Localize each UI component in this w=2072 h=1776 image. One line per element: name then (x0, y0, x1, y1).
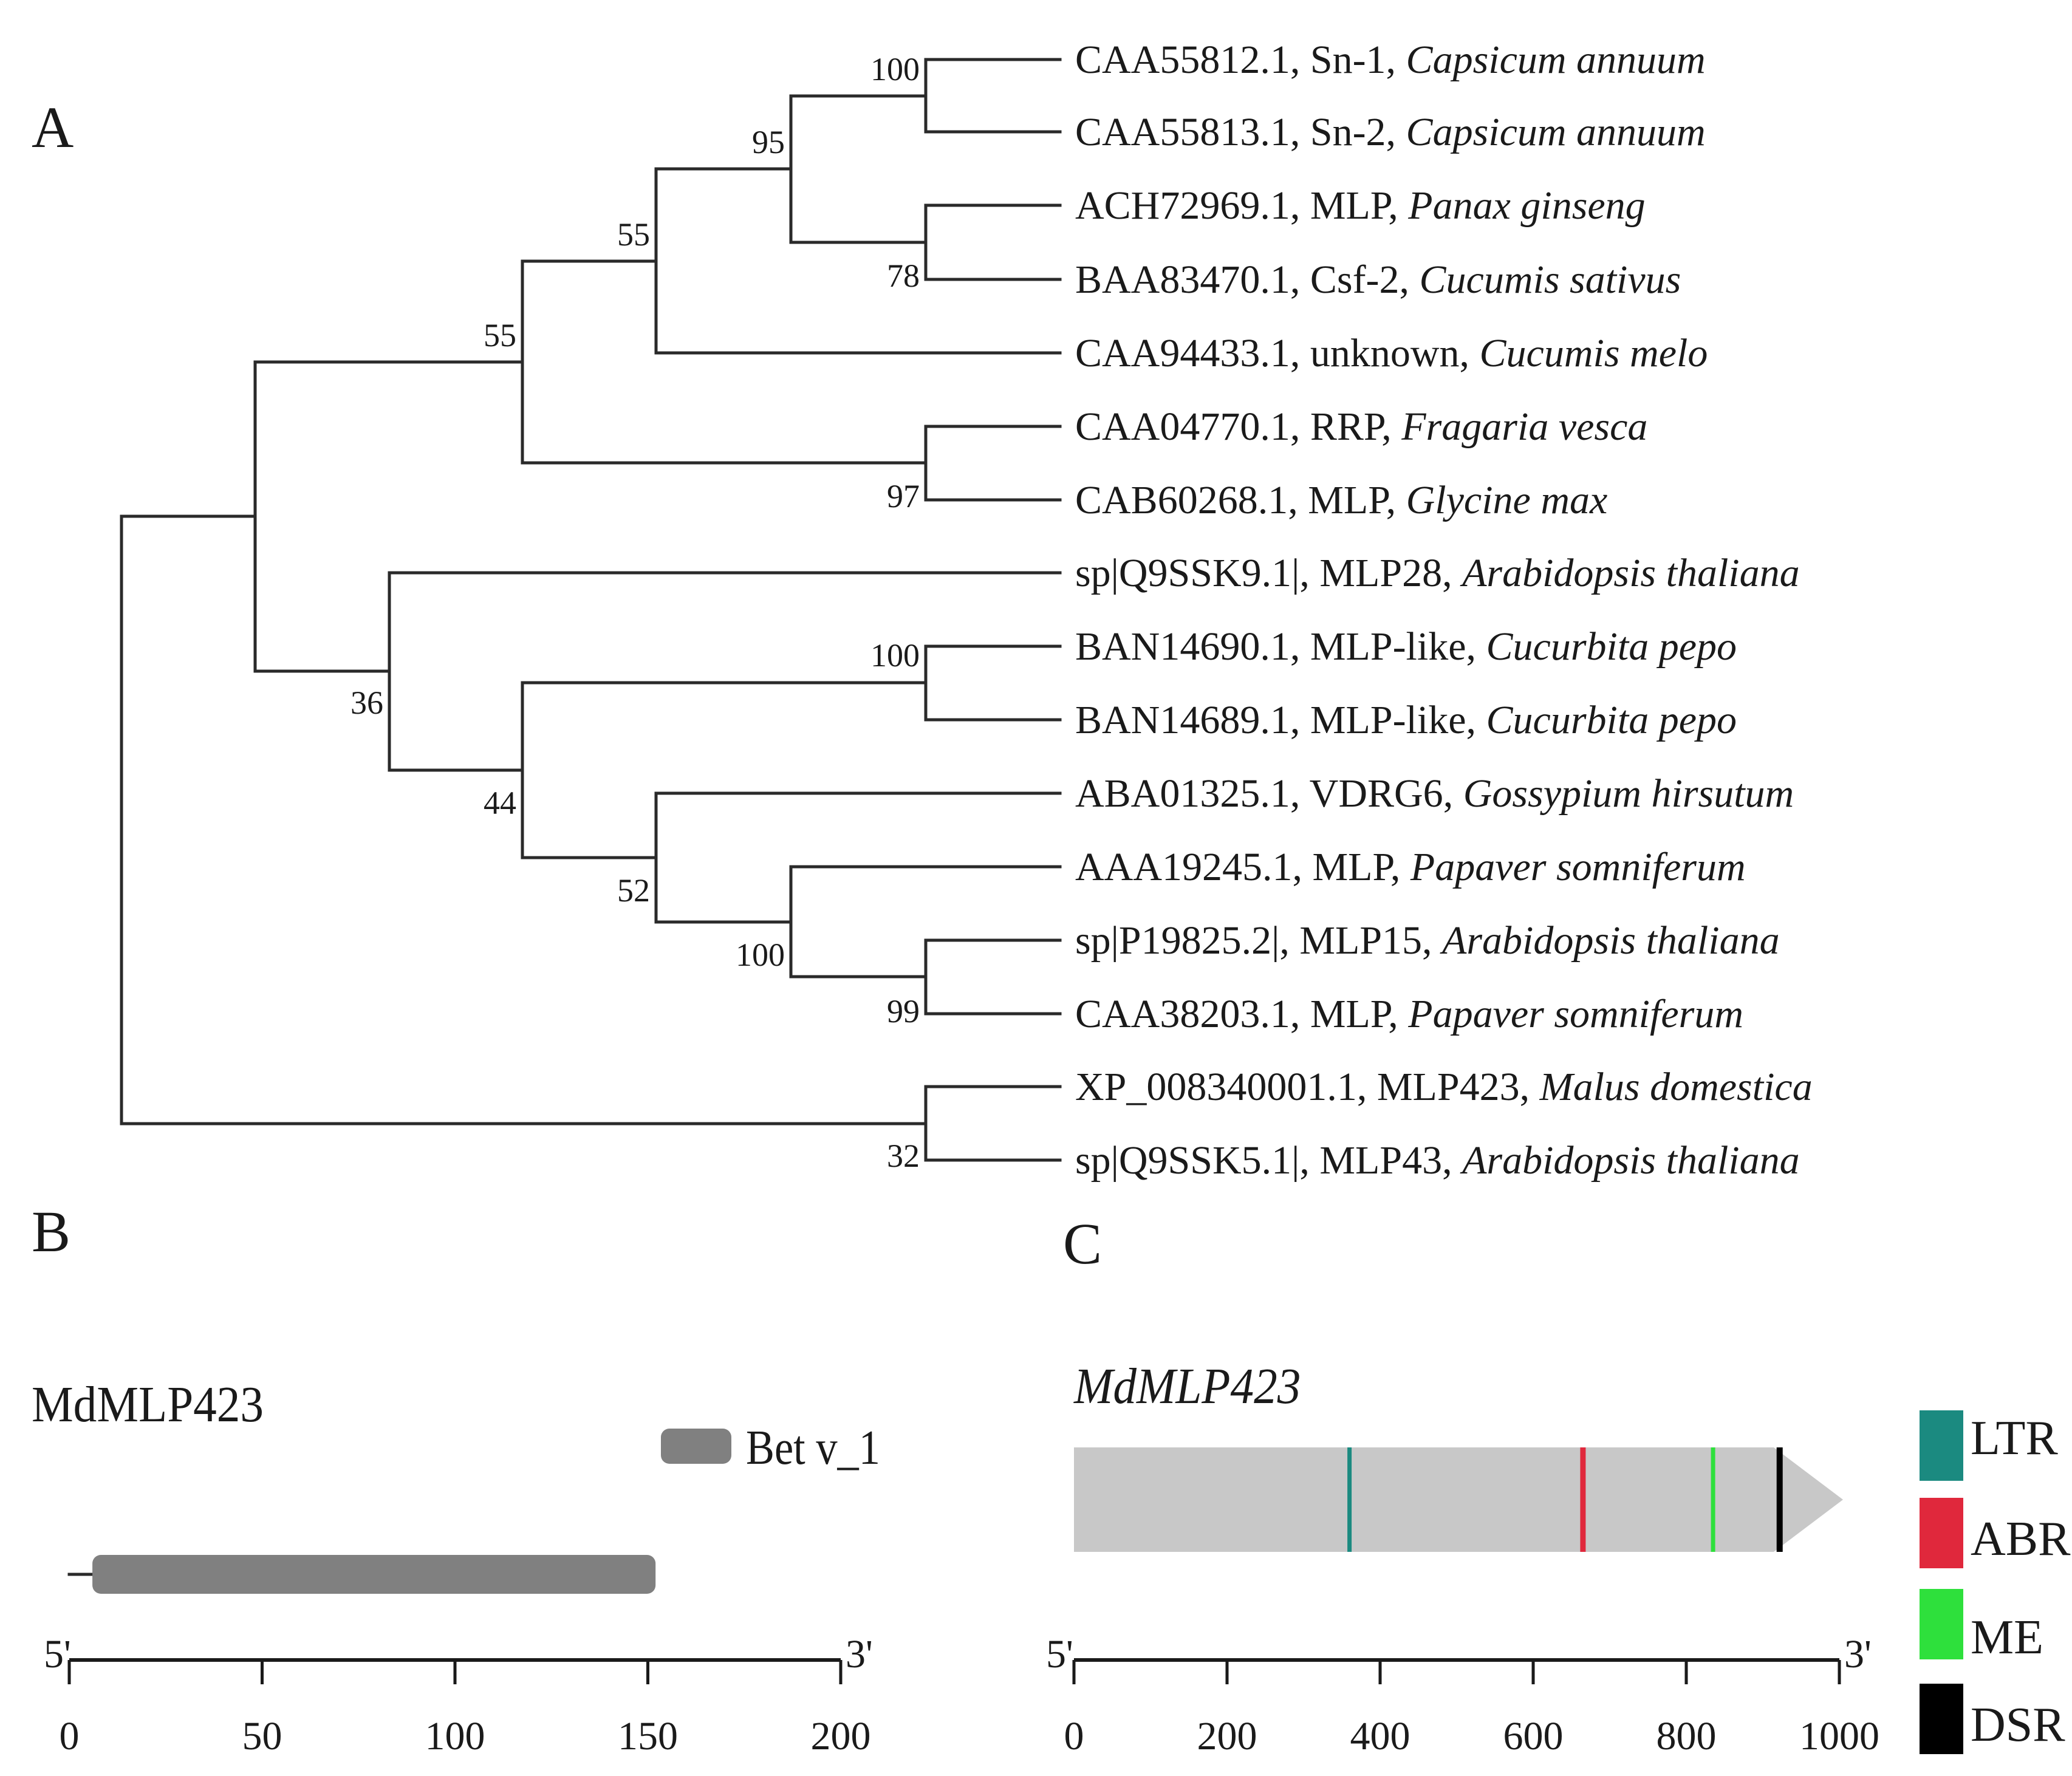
leaf-label: sp|Q9SSK5.1|, MLP43, Arabidopsis thalian… (1075, 1138, 1800, 1183)
bootstrap-label: 100 (736, 937, 785, 973)
leaf-label: CAA04770.1, RRP, Fragaria vesca (1075, 405, 1647, 449)
bootstrap-label: 97 (887, 478, 920, 514)
legend-me-label: ME (1971, 1611, 2043, 1664)
bootstrap-label: 95 (752, 124, 785, 160)
leaf-label: CAA38203.1, MLP, Papaver somniferum (1075, 992, 1743, 1036)
panel-c-gene-title: MdMLP423 (1073, 1358, 1301, 1415)
panel-b-ticks: 0 50 100 150 200 (60, 1660, 871, 1758)
promoter-element-abr (1580, 1447, 1586, 1552)
promoter-element-me (1711, 1447, 1715, 1552)
bootstrap-label: 52 (617, 872, 650, 909)
leaf-label: CAA55812.1, Sn-1, Capsicum annuum (1075, 38, 1706, 82)
bootstrap-label: 78 (887, 258, 920, 294)
bootstrap-label: 44 (484, 785, 516, 821)
axis-tick-label: 800 (1657, 1714, 1717, 1758)
legend-ltr-swatch (1920, 1410, 1963, 1481)
axis-tick-label: 0 (60, 1714, 80, 1758)
leaf-label: CAA55813.1, Sn-2, Capsicum annuum (1075, 110, 1706, 154)
bootstrap-label: 100 (870, 637, 920, 674)
axis-tick-label: 1000 (1799, 1714, 1879, 1758)
panel-b-label: B (32, 1199, 70, 1264)
panel-b-5prime-label: 5' (44, 1632, 71, 1676)
axis-tick-label: 100 (425, 1714, 485, 1758)
leaf-label: BAN14689.1, MLP-like, Cucurbita pepo (1075, 698, 1737, 742)
bootstrap-label: 99 (887, 993, 920, 1030)
leaf-label: ABA01325.1, VDRG6, Gossypium hirsutum (1075, 771, 1794, 816)
legend-bet-v1-label: Bet v_1 (746, 1421, 880, 1475)
bootstrap-label: 55 (484, 317, 516, 353)
legend-dsr-label: DSR (1971, 1698, 2065, 1752)
bootstrap-label: 100 (870, 51, 920, 87)
leaf-label: CAA94433.1, unknown, Cucumis melo (1075, 331, 1708, 375)
legend-abr-swatch (1920, 1498, 1963, 1568)
leaf-label: ACH72969.1, MLP, Panax ginseng (1075, 183, 1646, 228)
axis-tick-label: 600 (1503, 1714, 1564, 1758)
legend-dsr-swatch (1920, 1684, 1963, 1754)
panel-c-legend: LTR ABR ME DSR (1920, 1410, 2071, 1754)
legend-bet-v1-swatch (661, 1429, 731, 1464)
leaf-label: CAB60268.1, MLP, Glycine max (1075, 478, 1607, 522)
axis-tick-label: 150 (618, 1714, 678, 1758)
panel-b: B MdMLP423 Bet v_1 5' 3' 0 50 100 150 20… (32, 1199, 880, 1758)
axis-tick-label: 50 (242, 1714, 282, 1758)
tree-branches (120, 58, 1062, 1162)
legend-abr-label: ABR (1971, 1512, 2071, 1566)
bootstrap-values: 100 95 78 55 55 97 100 36 44 52 100 99 3… (350, 51, 920, 1174)
panel-a-label: A (32, 95, 74, 160)
axis-tick-label: 200 (811, 1714, 871, 1758)
panel-c-5prime-label: 5' (1046, 1632, 1073, 1676)
bet-v1-domain-bar (92, 1555, 656, 1594)
leaf-label: sp|P19825.2|, MLP15, Arabidopsis thalian… (1075, 918, 1780, 963)
leaf-label: sp|Q9SSK9.1|, MLP28, Arabidopsis thalian… (1075, 551, 1800, 595)
promoter-bar (1074, 1447, 1843, 1552)
leaf-labels: CAA55812.1, Sn-1, Capsicum annuum CAA558… (1075, 38, 1813, 1183)
panel-a: A (32, 38, 1813, 1183)
leaf-label: BAN14690.1, MLP-like, Cucurbita pepo (1075, 624, 1737, 669)
promoter-element-ltr (1347, 1447, 1352, 1552)
panel-c: C MdMLP423 5' 3' 0 200 400 600 800 1000 … (1046, 1211, 2071, 1758)
leaf-label: AAA19245.1, MLP, Papaver somniferum (1075, 845, 1746, 889)
leaf-label: XP_008340001.1, MLP423, Malus domestica (1075, 1065, 1813, 1109)
panel-b-gene-title: MdMLP423 (32, 1376, 264, 1433)
panel-c-label: C (1063, 1211, 1102, 1276)
leaf-label: BAA83470.1, Csf-2, Cucumis sativus (1075, 258, 1681, 302)
legend-ltr-label: LTR (1971, 1412, 2058, 1465)
bootstrap-label: 32 (887, 1138, 920, 1174)
panel-c-3prime-label: 3' (1844, 1632, 1872, 1676)
legend-me-swatch (1920, 1589, 1963, 1659)
axis-tick-label: 0 (1064, 1714, 1084, 1758)
promoter-element-dsr (1776, 1447, 1783, 1552)
axis-tick-label: 400 (1350, 1714, 1410, 1758)
axis-tick-label: 200 (1197, 1714, 1257, 1758)
panel-b-3prime-label: 3' (846, 1632, 873, 1676)
panel-c-ticks: 0 200 400 600 800 1000 (1064, 1660, 1879, 1758)
bootstrap-label: 55 (617, 216, 650, 253)
bootstrap-label: 36 (350, 685, 383, 721)
